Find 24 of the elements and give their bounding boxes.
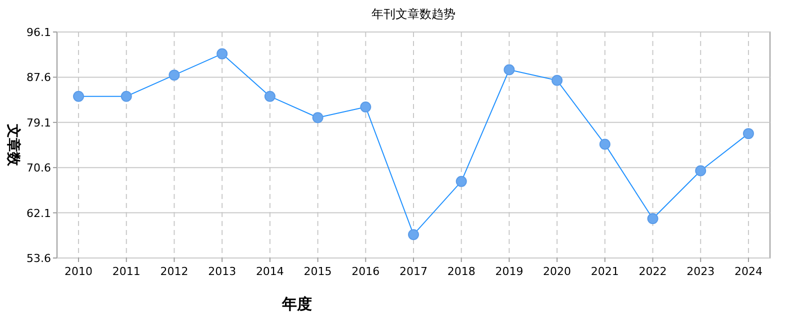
y-tick-label: 79.1 (26, 116, 51, 130)
x-tick-label: 2015 (304, 265, 332, 278)
chart-title: 年刊文章数趋势 (372, 7, 456, 21)
x-tick-label: 2017 (400, 265, 428, 278)
x-tick-label: 2022 (638, 265, 667, 278)
y-tick-label: 53.6 (26, 252, 51, 265)
x-tick-label: 2012 (160, 265, 188, 278)
y-tick-label: 87.6 (26, 71, 51, 84)
x-tick-label: 2010 (64, 265, 93, 278)
y-tick-label: 70.6 (26, 162, 51, 175)
x-tick-label: 2011 (112, 265, 140, 278)
x-tick-label: 2016 (352, 265, 380, 278)
x-tick-label: 2018 (447, 265, 476, 278)
y-axis-title: 文章数 (5, 123, 22, 167)
y-tick-label: 62.1 (26, 206, 51, 220)
x-tick-label: 2014 (256, 265, 284, 278)
x-tick-label: 2020 (543, 265, 572, 278)
x-tick-label: 2023 (686, 265, 715, 278)
x-tick-label: 2024 (734, 265, 762, 278)
y-tick-label: 96.1 (26, 26, 51, 39)
x-tick-label: 2013 (208, 265, 236, 278)
x-axis-title: 年度 (281, 295, 312, 313)
x-tick-label: 2021 (590, 265, 619, 278)
x-tick-label: 2019 (495, 265, 524, 278)
